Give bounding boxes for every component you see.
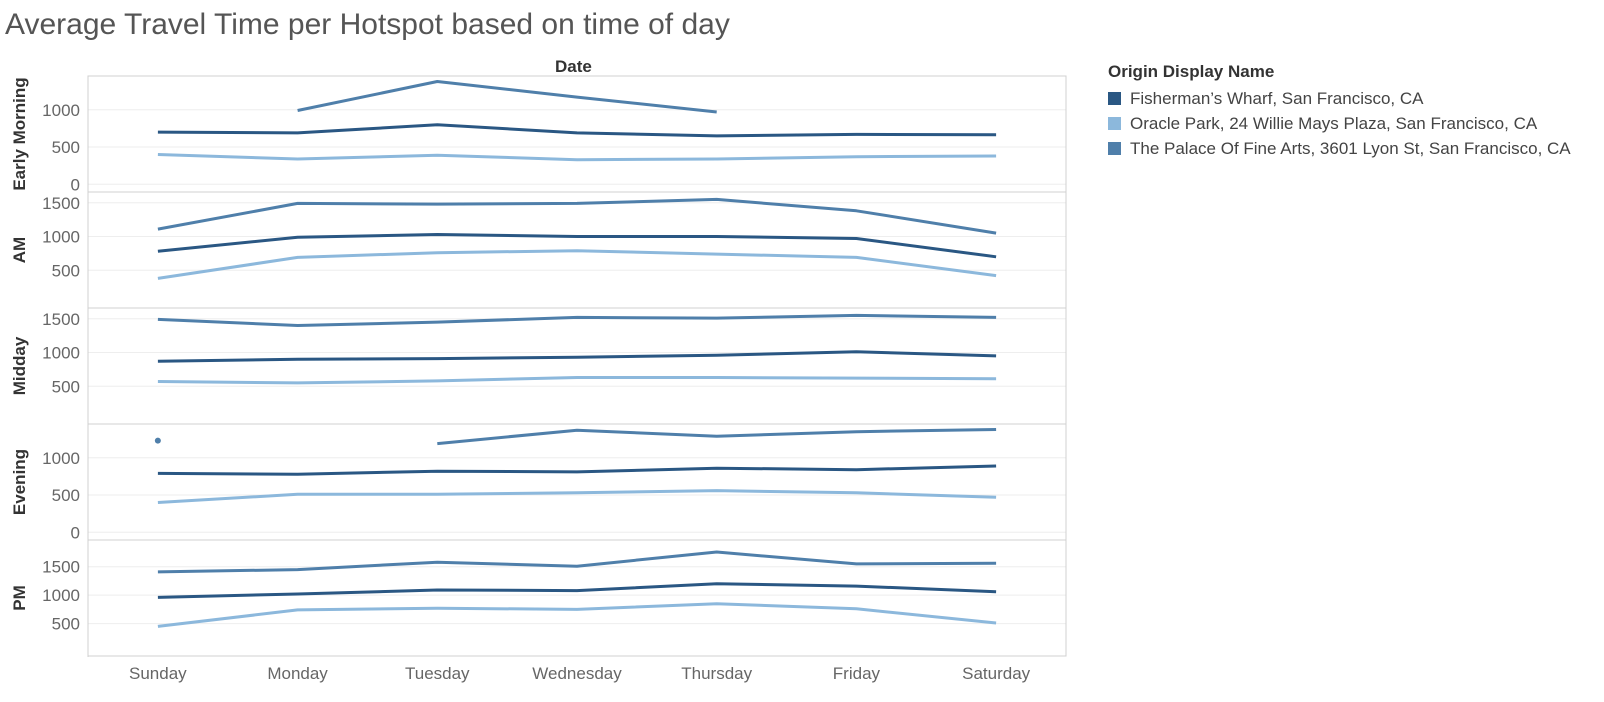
y-tick-label: 500 [52,261,80,280]
x-tick-label: Monday [267,664,328,683]
y-tick-label: 500 [52,138,80,157]
series-line [157,233,997,259]
legend-swatch [1108,117,1121,130]
legend-label: Fisherman’s Wharf, San Francisco, CA [1130,88,1424,108]
column-field-label: Date [555,57,592,76]
x-tick-label: Wednesday [532,664,622,683]
legend-label: Oracle Park, 24 Willie Mays Plaza, San F… [1130,113,1538,133]
y-tick-label: 1000 [42,449,80,468]
x-tick-label: Sunday [129,664,187,683]
series-line [437,428,997,446]
y-tick-label: 500 [52,486,80,505]
small-multiples-line-chart: 0 500 1000 Early Morning 500 1000 1500 AM 500 100… [10,75,1067,683]
legend: Origin Display Name Fisherman’s Wharf, S… [1108,62,1571,161]
row-label: PM [10,585,29,611]
chart-title: Average Travel Time per Hotspot based on… [5,8,730,41]
legend-title: Origin Display Name [1108,62,1275,81]
y-tick-label: 0 [71,175,80,194]
panel-frame [87,539,1067,657]
x-tick-label: Friday [833,664,881,683]
series-line [157,123,997,138]
y-tick-label: 500 [52,377,80,396]
legend-item-fishermans-wharf[interactable]: Fisherman’s Wharf, San Francisco, CA [1108,86,1571,111]
y-tick-label: 1000 [42,586,80,605]
y-tick-label: 1000 [42,101,80,120]
legend-swatch [1108,142,1121,155]
series-line [157,153,997,162]
series-line [157,602,997,628]
y-tick-label: 1500 [42,558,80,577]
series-point [154,437,161,444]
series-line [157,376,997,385]
series-line [157,550,997,574]
y-tick-label: 1000 [42,344,80,363]
series-line [157,489,997,504]
x-tick-label: Thursday [681,664,752,683]
row-label: AM [10,237,29,263]
series-line [157,249,997,280]
legend-item-palace-of-fine-arts[interactable]: The Palace Of Fine Arts, 3601 Lyon St, S… [1108,136,1571,161]
y-tick-label: 0 [71,523,80,542]
legend-label: The Palace Of Fine Arts, 3601 Lyon St, S… [1130,138,1571,158]
x-tick-label: Tuesday [405,664,470,683]
series-line [157,313,997,327]
panel-frame [87,307,1067,425]
series-line [157,582,997,599]
row-label: Early Morning [10,77,29,190]
series-line [297,80,717,114]
series-line [157,197,997,235]
row-label: Midday [10,336,29,395]
y-tick-label: 1000 [42,228,80,247]
y-tick-label: 500 [52,615,80,634]
panel-frame [87,423,1067,541]
series-line [157,464,997,476]
row-label: Evening [10,449,29,515]
y-tick-label: 1500 [42,194,80,213]
legend-item-oracle-park[interactable]: Oracle Park, 24 Willie Mays Plaza, San F… [1108,111,1571,136]
y-tick-label: 1500 [42,310,80,329]
series-line [157,350,997,363]
x-tick-label: Saturday [962,664,1031,683]
legend-swatch [1108,92,1121,105]
